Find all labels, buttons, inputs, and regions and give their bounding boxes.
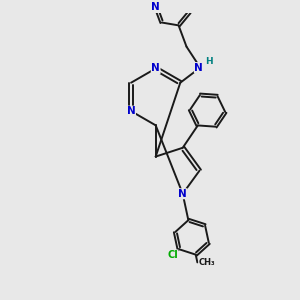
Text: N: N xyxy=(194,63,203,73)
Text: CH₃: CH₃ xyxy=(199,258,215,267)
Text: N: N xyxy=(178,189,187,199)
Text: Cl: Cl xyxy=(167,250,178,260)
Text: N: N xyxy=(151,64,160,74)
Text: H: H xyxy=(205,57,212,66)
Text: N: N xyxy=(152,2,160,12)
Text: N: N xyxy=(127,106,136,116)
